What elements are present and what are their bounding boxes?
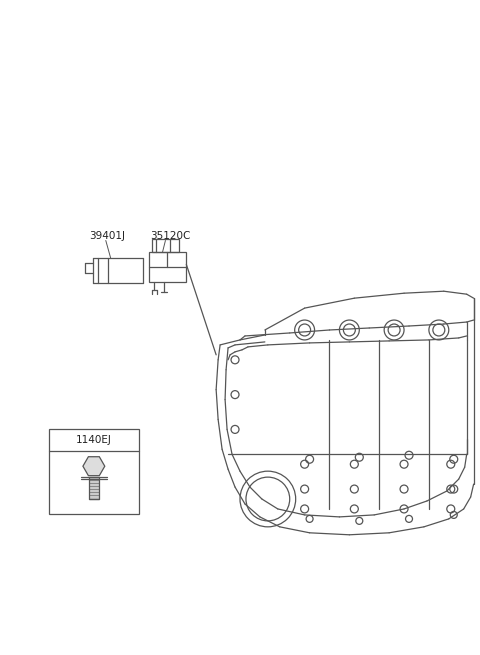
- Bar: [49, 430, 139, 514]
- Bar: [89, 477, 99, 499]
- Text: 35120C: 35120C: [151, 231, 191, 240]
- Bar: [148, 252, 186, 282]
- Text: 39401J: 39401J: [89, 231, 125, 240]
- Text: 1140EJ: 1140EJ: [76, 436, 112, 445]
- Bar: [152, 238, 180, 252]
